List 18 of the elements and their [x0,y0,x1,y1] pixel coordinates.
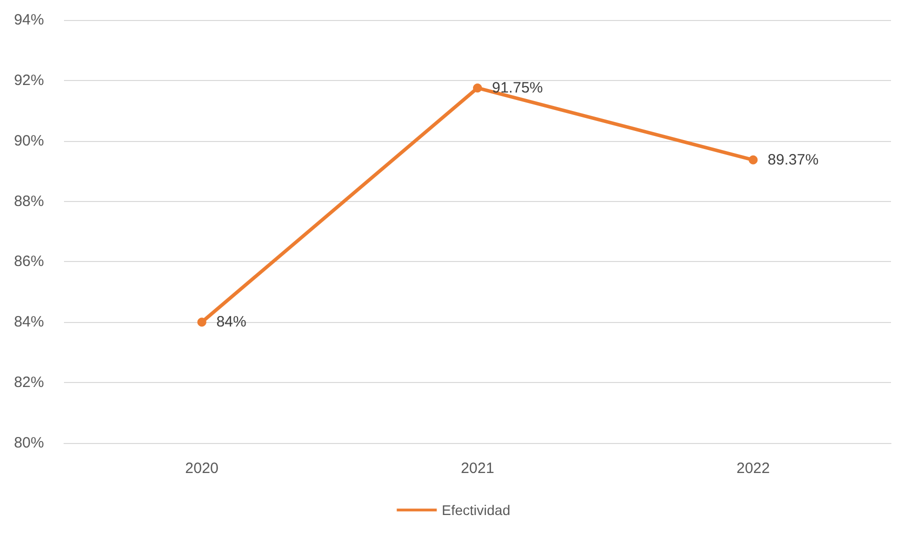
y-tick-label: 94% [14,12,44,28]
data-label: 84% [216,314,246,331]
point [748,155,758,164]
x-tick-label: 2022 [736,460,770,477]
y-tick-label: 80% [14,434,44,452]
y-tick-label: 84% [14,314,44,331]
x-tick-label: 2021 [460,460,494,477]
y-tick-label: 92% [14,72,44,89]
point [197,318,206,327]
data-label: 89.37% [768,151,819,168]
data-label: 91.75% [492,79,543,96]
y-tick-label: 90% [14,132,44,150]
y-tick-label: 88% [14,192,44,210]
y-tick-label: 82% [14,374,44,392]
point [473,83,482,92]
x-tick-label: 2020 [185,460,219,477]
legend-label: Efectividad [442,502,510,518]
y-tick-label: 86% [14,253,44,270]
